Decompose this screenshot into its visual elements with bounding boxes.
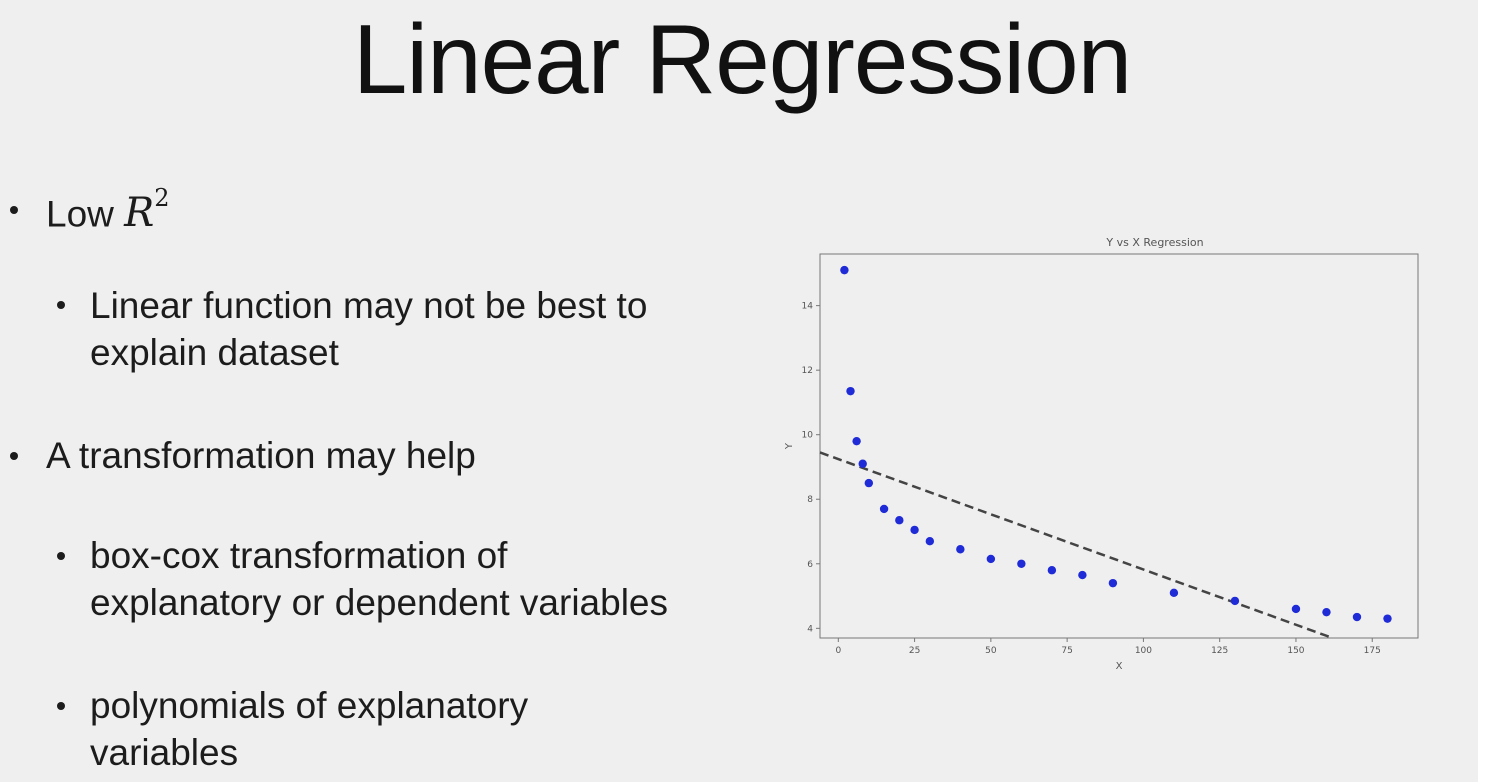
- bullet-dot: [10, 206, 18, 214]
- bullet-low-r2: Low R2: [46, 181, 170, 237]
- data-point: [1047, 566, 1057, 575]
- plot-frame: [819, 253, 1419, 639]
- bullet-line: box-cox transformation of: [90, 535, 508, 576]
- bullet-dot: [57, 552, 65, 560]
- bullet-text: Low: [46, 193, 125, 235]
- data-point: [846, 386, 855, 396]
- data-point: [1017, 559, 1026, 568]
- bullet-line: explanatory or dependent variables: [90, 582, 668, 623]
- regression-line: [819, 451, 1333, 640]
- bullet-dot: [10, 452, 18, 460]
- y-axis-label: Y: [784, 442, 795, 450]
- data-point: [895, 516, 904, 525]
- scatter-chart: Y vs X Regression 4 6 8 10 12 14 0 25 50 75 100 12…: [784, 236, 1419, 672]
- x-tick-label: 125: [1211, 646, 1228, 656]
- data-point: [1108, 578, 1118, 588]
- data-point: [1383, 614, 1392, 623]
- x-axis: 0 25 50 75 100 125 150 175: [835, 638, 1381, 656]
- x-tick-label: 50: [985, 646, 997, 656]
- x-tick-label: 175: [1364, 646, 1381, 656]
- y-tick-label: 14: [802, 302, 814, 312]
- bullet-box-cox: box-cox transformation of explanatory or…: [90, 532, 668, 626]
- y-axis: 4 6 8 10 12 14: [802, 302, 820, 634]
- data-point: [1169, 588, 1179, 598]
- data-point: [910, 525, 919, 535]
- data-point: [879, 504, 889, 514]
- bullet-list: Low R2 Linear function may not be best t…: [10, 181, 668, 776]
- bullet-dot: [57, 301, 65, 309]
- data-point: [1291, 604, 1301, 614]
- x-axis-label: X: [1116, 661, 1123, 672]
- bullet-polynomials: polynomials of explanatory variables: [90, 682, 528, 776]
- y-tick-label: 10: [802, 431, 814, 441]
- bullet-line: Linear function may not be best to: [90, 285, 648, 326]
- chart-title: Y vs X Regression: [1105, 236, 1203, 249]
- bullet-linear-function: Linear function may not be best to expla…: [90, 282, 647, 376]
- data-point: [925, 536, 935, 546]
- bullet-line: explain dataset: [90, 332, 339, 373]
- x-tick-label: 25: [909, 646, 920, 656]
- data-point: [858, 459, 867, 468]
- data-point: [852, 436, 861, 446]
- data-points: [840, 265, 1392, 623]
- r-exponent: 2: [154, 184, 170, 212]
- bullet-dot: [57, 702, 65, 710]
- data-point: [1230, 596, 1240, 606]
- x-tick-label: 100: [1135, 646, 1152, 656]
- data-point: [1322, 607, 1331, 617]
- y-tick-label: 6: [807, 560, 813, 570]
- y-tick-label: 8: [807, 495, 813, 505]
- bullet-line: A transformation may help: [46, 435, 476, 476]
- data-point: [986, 554, 996, 564]
- x-tick-label: 150: [1287, 646, 1304, 656]
- y-tick-label: 4: [807, 624, 813, 634]
- r-symbol: R: [124, 190, 155, 237]
- x-tick-label: 75: [1061, 646, 1072, 656]
- y-tick-label: 12: [802, 366, 813, 376]
- x-tick-label: 0: [835, 646, 841, 656]
- r-squared-symbol: R2: [124, 184, 169, 237]
- bullet-line: variables: [90, 732, 239, 773]
- data-point: [1352, 612, 1362, 622]
- data-point: [1078, 570, 1087, 580]
- bullet-line: polynomials of explanatory: [90, 685, 529, 726]
- bullet-transformation: A transformation may help: [46, 432, 476, 479]
- slide-title: Linear Regression: [352, 4, 1132, 114]
- data-point: [864, 478, 874, 488]
- data-point: [840, 265, 849, 275]
- data-point: [956, 545, 965, 554]
